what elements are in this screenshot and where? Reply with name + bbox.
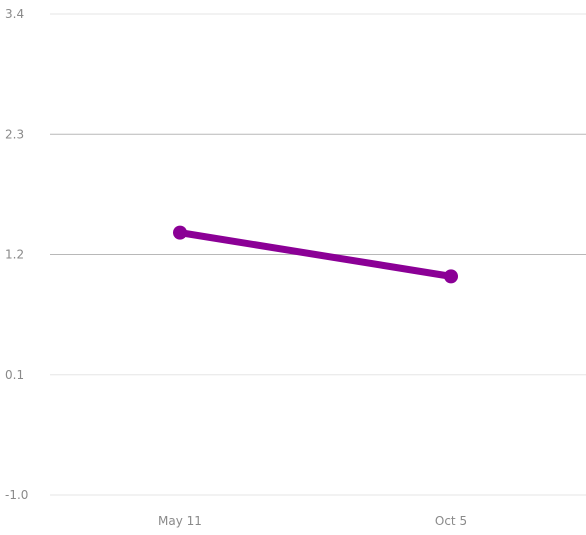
x-tick-label: Oct 5: [435, 514, 467, 528]
series-line: [176, 229, 455, 280]
y-tick-label: 0.1: [5, 368, 24, 382]
y-tick-label: 1.2: [5, 248, 24, 262]
y-tick-label: -1.0: [5, 488, 28, 502]
y-tick-label: 3.4: [5, 7, 24, 21]
x-axis-ticks: May 11 Oct 5: [158, 514, 467, 528]
y-axis-ticks: 3.4 2.3 1.2 0.1 -1.0: [5, 7, 28, 502]
x-tick-label: May 11: [158, 514, 202, 528]
data-point[interactable]: [444, 269, 458, 284]
series-layer: [173, 225, 458, 284]
y-tick-label: 2.3: [5, 127, 24, 141]
data-point[interactable]: [173, 225, 187, 240]
